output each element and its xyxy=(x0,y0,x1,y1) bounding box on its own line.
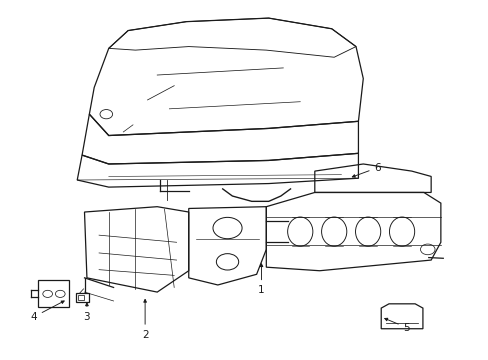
Text: 6: 6 xyxy=(351,163,380,177)
Bar xyxy=(76,293,89,302)
Text: 1: 1 xyxy=(258,264,264,295)
Text: 2: 2 xyxy=(142,300,148,340)
Text: 4: 4 xyxy=(30,301,64,322)
Text: 5: 5 xyxy=(384,318,409,333)
Text: 3: 3 xyxy=(83,303,90,322)
Bar xyxy=(78,294,83,300)
